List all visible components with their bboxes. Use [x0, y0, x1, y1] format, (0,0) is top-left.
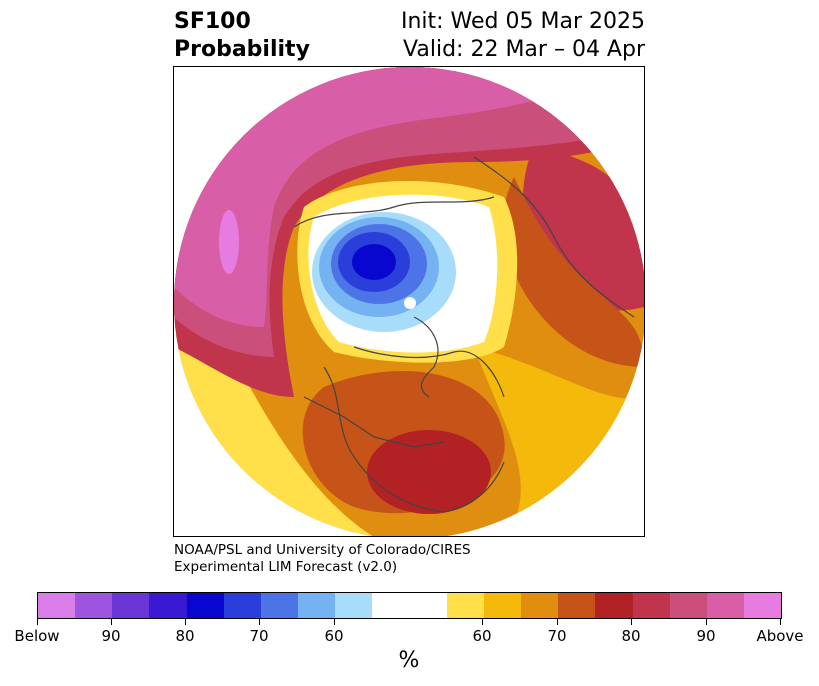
colorbar-segment [260, 593, 299, 618]
colorbar-segment [149, 593, 187, 618]
colorbar-tick-label: 80 [175, 627, 195, 645]
map-region-above-peak [219, 210, 239, 274]
map-title: SF100 Probability [174, 8, 310, 64]
colorbar-segment [223, 593, 261, 618]
valid-range: Valid: 22 Mar – 04 Apr [403, 37, 645, 62]
colorbar-tick-label: 80 [621, 627, 641, 645]
colorbar-segment [186, 593, 224, 618]
forecast-dates: Init: Wed 05 Mar 2025 Valid: 22 Mar – 04… [401, 8, 645, 64]
map-region-siberia-orange [503, 177, 644, 367]
coastlines [293, 156, 635, 513]
colorbar-tick-label: Above [756, 627, 804, 645]
colorbar-tick [111, 619, 112, 625]
colorbar-segment [521, 593, 559, 618]
colorbar-segment [372, 593, 410, 618]
colorbar-segment [595, 593, 633, 618]
colorbar-tick [334, 619, 335, 625]
colorbar-tick [780, 619, 781, 625]
colorbar-tick-label: 70 [547, 627, 567, 645]
colorbar-tick-label: 70 [249, 627, 269, 645]
colorbar-segment [558, 593, 596, 618]
colorbar-tick [631, 619, 632, 625]
colorbar-segment [743, 593, 782, 618]
map-region-below-high-arctic-canada [352, 244, 396, 280]
map-region-eastern-us-red [367, 430, 491, 514]
colorbar-segment [75, 593, 113, 618]
colorbar-segment [632, 593, 670, 618]
colorbar-unit: % [398, 648, 420, 673]
colorbar-tick [706, 619, 707, 625]
colorbar-segment [298, 593, 336, 618]
credit: NOAA/PSL and University of Colorado/CIRE… [174, 542, 471, 576]
colorbar-segment [483, 593, 522, 618]
colorbar-tick [259, 619, 260, 625]
colorbar-segment [409, 593, 447, 618]
north-pole-hole [404, 297, 416, 309]
init-date: Init: Wed 05 Mar 2025 [400, 9, 645, 34]
colorbar [37, 592, 782, 619]
colorbar-tick-label: Below [14, 627, 60, 645]
colorbar-tick-label: 90 [696, 627, 716, 645]
colorbar-segment [669, 593, 707, 618]
colorbar-tick [185, 619, 186, 625]
colorbar-tick [557, 619, 558, 625]
credit-line1: NOAA/PSL and University of Colorado/CIRE… [174, 542, 471, 558]
colorbar-segment [446, 593, 484, 618]
map-title-line1: SF100 [174, 9, 251, 34]
map-panel [173, 66, 645, 537]
colorbar-segment [38, 593, 76, 618]
colorbar-tick-label: 60 [324, 627, 344, 645]
credit-line2: Experimental LIM Forecast (v2.0) [174, 559, 398, 575]
colorbar-segment [335, 593, 373, 618]
colorbar-tick-label: 60 [472, 627, 492, 645]
colorbar-tick [37, 619, 38, 625]
probability-map [174, 67, 644, 536]
map-title-line2: Probability [174, 37, 310, 62]
colorbar-segment [112, 593, 150, 618]
colorbar-tick-label: 90 [101, 627, 121, 645]
colorbar-segment [706, 593, 744, 618]
colorbar-tick [482, 619, 483, 625]
map-region-above-high-pacific-arctic [174, 67, 594, 327]
